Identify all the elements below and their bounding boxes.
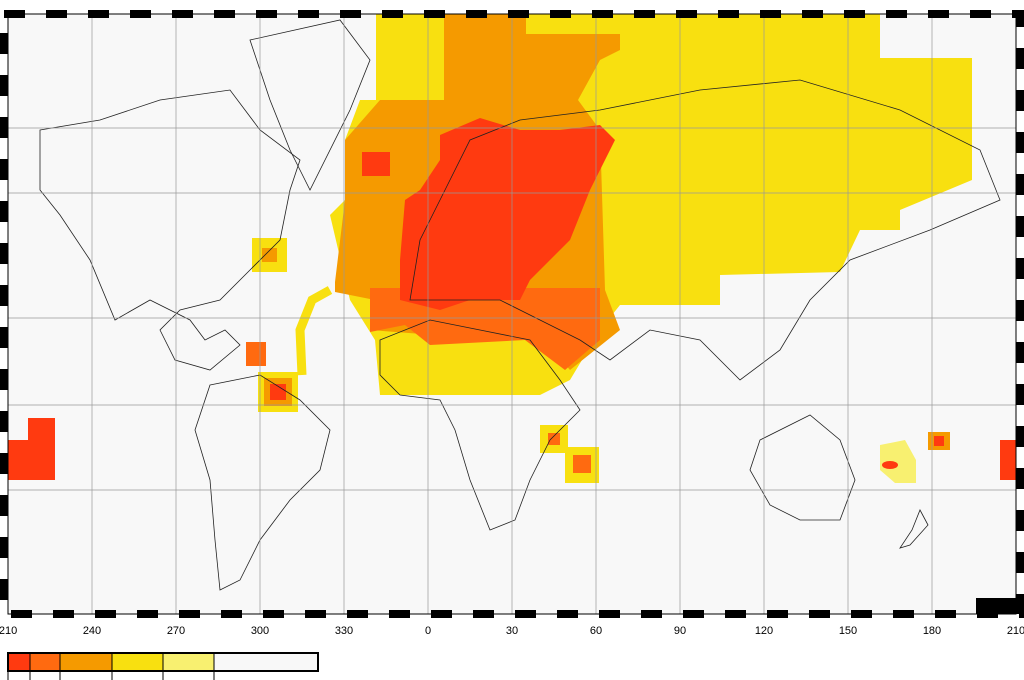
zone-caribbean: [246, 342, 266, 366]
legend-swatch: [111, 652, 164, 672]
zone-dark-orange: [370, 288, 600, 370]
zone-atlantic: [295, 286, 333, 376]
australia: [749, 414, 856, 521]
longitude-label: 330: [335, 625, 353, 637]
zone-red: [400, 118, 615, 310]
longitude-label: 90: [674, 625, 686, 637]
new-zealand: [899, 509, 929, 549]
zone-newfoundland-core: [262, 248, 277, 262]
frame-corner: [976, 598, 1016, 614]
longitude-label: 60: [590, 625, 602, 637]
legend-swatch: [162, 652, 215, 672]
longitude-label: 210: [1007, 625, 1024, 637]
graticule: [8, 14, 1016, 614]
longitude-label: 300: [251, 625, 269, 637]
longitude-label: 210: [0, 625, 17, 637]
longitude-label: 180: [923, 625, 941, 637]
legend-swatch: [213, 652, 319, 672]
zone-new-caledonia: [880, 440, 916, 483]
legend-swatch: [59, 652, 113, 672]
zone-wallis-core: [934, 436, 944, 446]
greenland: [249, 19, 371, 191]
longitude-label: 150: [839, 625, 857, 637]
zone-guyana-core: [270, 384, 286, 400]
zone-new-caledonia-core: [882, 461, 898, 469]
longitude-labels: 210 240 270 300 330 0 30 60 90 120 150 180 210: [0, 625, 1024, 637]
legend-border: [7, 652, 319, 672]
legend-swatch: [7, 652, 31, 672]
zone-polynesia: [8, 418, 55, 480]
frame: [0, 10, 1024, 618]
longitude-label: 120: [755, 625, 773, 637]
longitude-label: 240: [83, 625, 101, 637]
zone-iceland: [362, 152, 390, 176]
north-america: [39, 89, 301, 371]
africa: [379, 319, 581, 531]
longitude-label: 30: [506, 625, 518, 637]
frame-border: [7, 13, 1017, 615]
legend-swatch: [29, 652, 61, 672]
legend: [7, 652, 319, 680]
longitude-label: 270: [167, 625, 185, 637]
longitude-label: 0: [425, 625, 431, 637]
zone-mayotte-core: [548, 433, 560, 445]
zone-reunion-core: [573, 455, 591, 473]
zone-polynesia-east: [1000, 440, 1016, 480]
